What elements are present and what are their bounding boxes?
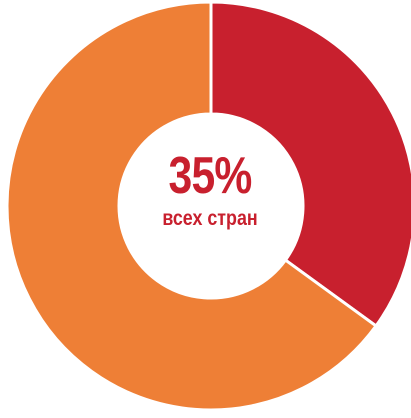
center-value: 35% — [168, 147, 253, 205]
donut-slice-2 — [5, 0, 379, 412]
center-caption: всех стран — [162, 207, 258, 230]
center-label: 35% всех стран — [105, 148, 315, 232]
donut-slice-1 — [209, 0, 411, 329]
